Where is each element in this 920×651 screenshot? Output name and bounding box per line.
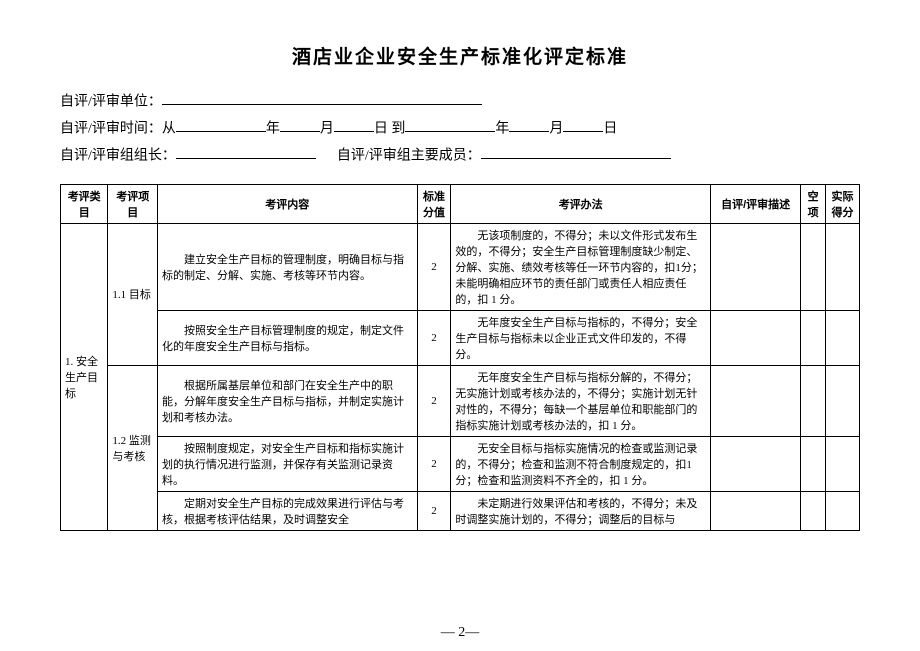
- cell-desc: [710, 310, 800, 365]
- label-year1: 年: [266, 121, 280, 136]
- cell-empty: [801, 310, 826, 365]
- cell-actual: [826, 491, 860, 530]
- cell-actual: [826, 223, 860, 310]
- th-empty: 空项: [801, 184, 826, 223]
- th-category: 考评类目: [61, 184, 108, 223]
- table-row: 按照安全生产目标管理制度的规定，制定文件化的年度安全生产目标与指标。2无年度安全…: [61, 310, 860, 365]
- cell-item: 1.1 目标: [108, 223, 158, 365]
- th-score: 标准分值: [417, 184, 451, 223]
- blank-year2: [405, 116, 495, 132]
- cell-desc: [710, 365, 800, 436]
- table-row: 定期对安全生产目标的完成效果进行评估与考核，根据考核评估结果，及时调整安全2未定…: [61, 491, 860, 530]
- cell-method: 无年度安全生产目标与指标的，不得分；安全生产目标与指标未以企业正式文件印发的，不…: [451, 310, 711, 365]
- evaluation-table: 考评类目 考评项目 考评内容 标准分值 考评办法 自评/评审描述 空项 实际得分…: [60, 184, 860, 531]
- form-header: 自评/评审单位： 自评/评审时间：从 年 月 日 到 年 月 日 自评/评审组组长： 自评/…: [60, 89, 860, 170]
- blank-leader: [176, 143, 316, 159]
- blank-unit: [162, 89, 482, 105]
- cell-actual: [826, 436, 860, 491]
- th-item: 考评项目: [108, 184, 158, 223]
- label-day2: 日: [603, 121, 617, 136]
- cell-empty: [801, 491, 826, 530]
- label-to: 到: [391, 121, 405, 136]
- cell-desc: [710, 223, 800, 310]
- blank-month1: [280, 116, 320, 132]
- cell-score: 2: [417, 436, 451, 491]
- th-method: 考评办法: [451, 184, 711, 223]
- cell-method: 无安全目标与指标实施情况的检查或监测记录的，不得分；检查和监测不符合制度规定的，…: [451, 436, 711, 491]
- cell-empty: [801, 223, 826, 310]
- cell-desc: [710, 436, 800, 491]
- label-month2: 月: [549, 121, 563, 136]
- th-content: 考评内容: [158, 184, 418, 223]
- form-line-unit: 自评/评审单位：: [60, 89, 860, 116]
- cell-desc: [710, 491, 800, 530]
- blank-members: [481, 143, 671, 159]
- th-desc: 自评/评审描述: [710, 184, 800, 223]
- cell-category: 1. 安全生产目标: [61, 223, 108, 530]
- cell-content: 按照制度规定，对安全生产目标和指标实施计划的执行情况进行监测，并保存有关监测记录…: [158, 436, 418, 491]
- cell-score: 2: [417, 310, 451, 365]
- cell-content: 定期对安全生产目标的完成效果进行评估与考核，根据考核评估结果，及时调整安全: [158, 491, 418, 530]
- label-time: 自评/评审时间：从: [60, 121, 176, 136]
- table-row: 1. 安全生产目标1.1 目标建立安全生产目标的管理制度，明确目标与指标的制定、…: [61, 223, 860, 310]
- cell-method: 无年度安全生产目标与指标分解的，不得分；无实施计划或考核办法的，不得分；实施计划…: [451, 365, 711, 436]
- blank-month2: [509, 116, 549, 132]
- label-day1: 日: [374, 121, 388, 136]
- table-row: 按照制度规定，对安全生产目标和指标实施计划的执行情况进行监测，并保存有关监测记录…: [61, 436, 860, 491]
- cell-item: 1.2 监测与考核: [108, 365, 158, 530]
- form-line-people: 自评/评审组组长： 自评/评审组主要成员：: [60, 143, 860, 170]
- cell-empty: [801, 365, 826, 436]
- cell-score: 2: [417, 365, 451, 436]
- label-leader: 自评/评审组组长：: [60, 148, 176, 163]
- table-header-row: 考评类目 考评项目 考评内容 标准分值 考评办法 自评/评审描述 空项 实际得分: [61, 184, 860, 223]
- label-year2: 年: [495, 121, 509, 136]
- form-line-time: 自评/评审时间：从 年 月 日 到 年 月 日: [60, 116, 860, 143]
- cell-actual: [826, 310, 860, 365]
- blank-year1: [176, 116, 266, 132]
- page-number: — 2—: [0, 625, 920, 641]
- blank-day2: [563, 116, 603, 132]
- cell-score: 2: [417, 223, 451, 310]
- cell-method: 未定期进行效果评估和考核的，不得分；未及时调整实施计划的，不得分；调整后的目标与: [451, 491, 711, 530]
- blank-day1: [334, 116, 374, 132]
- cell-content: 建立安全生产目标的管理制度，明确目标与指标的制定、分解、实施、考核等环节内容。: [158, 223, 418, 310]
- cell-score: 2: [417, 491, 451, 530]
- cell-method: 无该项制度的，不得分；未以文件形式发布生效的，不得分；安全生产目标管理制度缺少制…: [451, 223, 711, 310]
- page-title: 酒店业企业安全生产标准化评定标准: [60, 42, 860, 69]
- table-row: 1.2 监测与考核根据所属基层单位和部门在安全生产中的职能，分解年度安全生产目标…: [61, 365, 860, 436]
- th-actual: 实际得分: [826, 184, 860, 223]
- cell-actual: [826, 365, 860, 436]
- cell-content: 按照安全生产目标管理制度的规定，制定文件化的年度安全生产目标与指标。: [158, 310, 418, 365]
- label-members: 自评/评审组主要成员：: [337, 148, 481, 163]
- cell-content: 根据所属基层单位和部门在安全生产中的职能，分解年度安全生产目标与指标，并制定实施…: [158, 365, 418, 436]
- label-month1: 月: [320, 121, 334, 136]
- label-unit: 自评/评审单位：: [60, 94, 162, 109]
- cell-empty: [801, 436, 826, 491]
